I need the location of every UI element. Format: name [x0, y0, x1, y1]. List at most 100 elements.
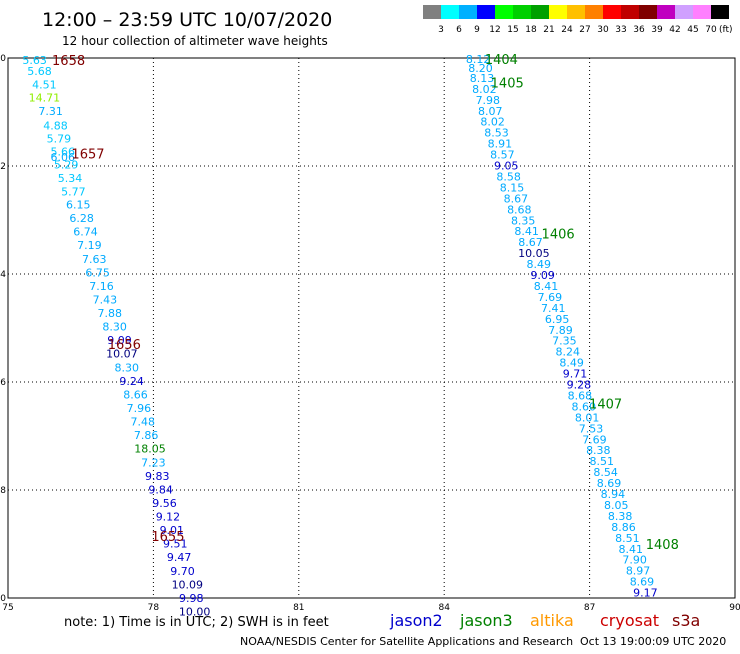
wave-height-value: 8.41 [619, 543, 644, 556]
color-swatch [423, 5, 441, 19]
wave-height-value: 8.53 [484, 127, 509, 140]
wave-height-value: 8.49 [526, 258, 551, 271]
wave-height-value: 8.20 [468, 62, 493, 75]
wave-height-value: 8.12 [466, 53, 491, 66]
wave-height-value: 8.07 [478, 105, 503, 118]
footer-timestamp: Oct 13 19:00:09 UTC 2020 [580, 635, 726, 648]
wave-height-value: 8.02 [480, 116, 505, 129]
color-scale-label: 18 [525, 25, 537, 35]
wave-height-value: 7.98 [476, 94, 501, 107]
legend-entry-s3a: s3a [672, 611, 700, 630]
pass-time-label: 1655 [151, 530, 184, 545]
chart-subtitle: 12 hour collection of altimeter wave hei… [62, 34, 328, 48]
wave-height-value: 6.95 [545, 313, 570, 326]
wave-height-value: 9.47 [167, 551, 192, 564]
color-swatch [675, 5, 693, 19]
wave-height-value: 8.67 [504, 192, 529, 205]
wave-height-value: 8.94 [601, 488, 626, 501]
x-tick-label: 75 [2, 603, 13, 613]
wave-height-value: 5.63 [22, 54, 47, 67]
color-scale-label: 3 [438, 25, 444, 35]
color-scale-label: 15 [507, 25, 518, 35]
footer-credit: NOAA/NESDIS Center for Satellite Applica… [240, 635, 573, 648]
wave-height-value: 8.24 [556, 346, 581, 359]
y-tick-label: -10 [0, 594, 6, 604]
color-scale-unit: (ft) [719, 25, 733, 35]
pass-time-label: 1406 [542, 228, 575, 243]
wave-height-value: 10.00 [179, 606, 211, 619]
wave-height-value: 8.68 [507, 203, 532, 216]
color-swatch [585, 5, 603, 19]
wave-height-value: 8.49 [559, 357, 584, 370]
color-swatch [495, 5, 513, 19]
color-swatch [639, 5, 657, 19]
pass-time-label: 1657 [71, 148, 104, 163]
wave-height-value: 9.98 [179, 592, 204, 605]
legend-entry-cryosat: cryosat [600, 611, 659, 630]
wave-height-value: 7.41 [541, 302, 566, 315]
wave-height-value: 8.41 [514, 225, 539, 238]
wave-height-value: 7.48 [130, 416, 155, 429]
color-scale-label: 30 [597, 25, 609, 35]
pass-time-label: 1658 [52, 54, 85, 69]
wave-height-value: 8.35 [511, 214, 536, 227]
x-tick-label: 90 [729, 603, 740, 613]
wave-height-value: 7.43 [93, 293, 118, 306]
wave-height-value: 9.51 [163, 538, 188, 551]
color-scale-label: 21 [543, 25, 554, 35]
wave-height-value: 8.15 [500, 181, 525, 194]
pass-time-label: 1656 [108, 338, 141, 353]
wave-height-value: 8.69 [630, 576, 655, 589]
wave-height-value: 8.58 [496, 170, 521, 183]
color-swatch [603, 5, 621, 19]
legend-entry-jason2: jason2 [389, 611, 443, 630]
wave-height-value: 9.56 [152, 497, 177, 510]
wave-height-value: 8.67 [518, 236, 543, 249]
color-swatch [513, 5, 531, 19]
wave-height-value: 8.05 [604, 499, 629, 512]
legend-entry-altika: altika [530, 611, 574, 630]
wave-height-value: 4.88 [43, 119, 68, 132]
wave-height-value: 10.07 [106, 348, 138, 361]
x-tick-label: 84 [438, 603, 450, 613]
wave-height-value: 9.83 [145, 470, 170, 483]
color-scale-label: 70 [705, 25, 717, 35]
color-swatch [693, 5, 711, 19]
color-scale-label: 6 [456, 25, 462, 35]
wave-height-value: 9.09 [107, 334, 132, 347]
wave-height-value: 7.96 [127, 402, 152, 415]
wave-height-value: 7.19 [77, 239, 102, 252]
wave-height-value: 6.28 [69, 212, 94, 225]
wave-height-value: 8.60 [572, 400, 597, 413]
wave-height-value: 9.09 [530, 269, 555, 282]
axis-tick-labels: 75 78 81 84 87 90 0 -2 -4 -6 -8 -10 [0, 54, 740, 613]
wave-height-value: 8.30 [102, 321, 127, 334]
color-scale-bar: 3 6 9 12 15 18 21 24 27 30 33 36 39 42 45 70 (ft) [423, 5, 733, 35]
wave-height-value: 9.70 [170, 565, 195, 578]
wave-height-value: 10.09 [172, 578, 204, 591]
wave-height-value: 7.69 [582, 433, 607, 446]
pass-time-label: 1405 [491, 76, 524, 91]
wave-height-value: 5.68 [27, 65, 52, 78]
wave-height-value: 7.86 [134, 429, 159, 442]
wave-height-value: 7.63 [82, 253, 107, 266]
color-swatch [441, 5, 459, 19]
wave-height-value: 8.38 [586, 444, 611, 457]
color-swatch [477, 5, 495, 19]
color-swatch [711, 5, 729, 19]
wave-height-value: 9.12 [156, 511, 181, 524]
wave-height-value: 8.86 [611, 521, 636, 534]
y-tick-label: -4 [0, 270, 6, 280]
pass-time-label: 1408 [646, 538, 679, 553]
wave-height-value: 8.38 [608, 510, 633, 523]
wave-height-value: 9.71 [563, 368, 588, 381]
color-scale-label: 33 [615, 25, 626, 35]
satellite-legend: jason2 jason3 altika cryosat s3a [389, 611, 700, 630]
wave-height-value: 9.05 [494, 160, 519, 173]
wave-height-value: 7.89 [548, 324, 573, 337]
plot-area-frame [7, 57, 736, 599]
legend-entry-jason3: jason3 [459, 611, 513, 630]
wave-height-value: 18.05 [134, 443, 166, 456]
color-swatch [567, 5, 585, 19]
